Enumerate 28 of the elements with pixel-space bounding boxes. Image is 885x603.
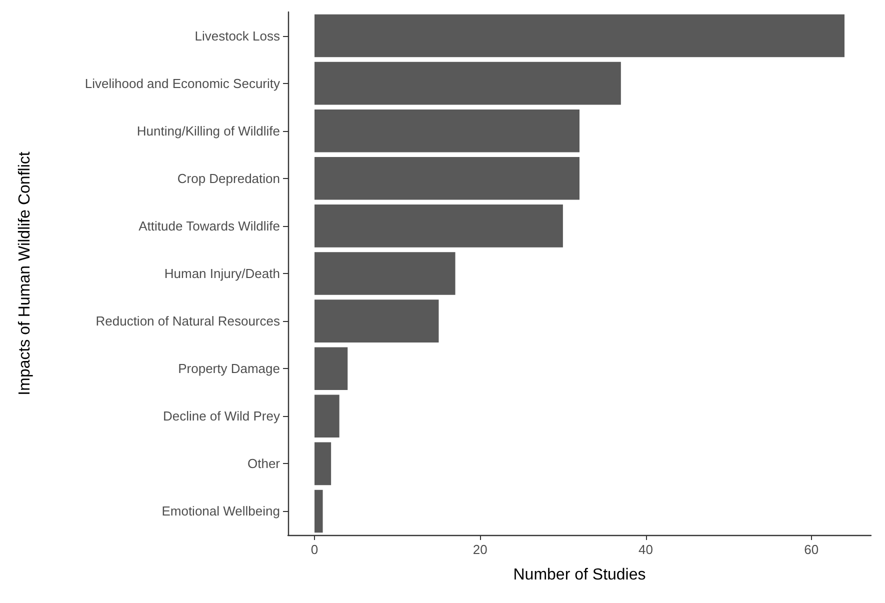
bar [314,14,844,58]
y-tick-label: Livelihood and Economic Security [84,76,280,91]
x-axis-title: Number of Studies [513,566,646,584]
y-tick-label: Livestock Loss [194,28,280,44]
x-tick-label: 0 [310,542,318,557]
bar [314,252,456,295]
y-tick-label: Attitude Towards Wildlife [138,218,280,234]
y-axis-title: Impacts of Human Wildlife Conflict [16,151,34,396]
bar [314,394,340,438]
x-tick-label: 60 [804,542,819,557]
y-tick-label: Property Damage [178,361,280,376]
y-tick-label: Emotional Wellbeing [162,504,280,519]
y-tick-label: Crop Depredation [177,170,280,186]
y-tick-label: Other [247,456,281,472]
bar [314,204,563,248]
bar [314,300,439,342]
bar [314,62,621,105]
y-tick-label: Human Injury/Death [164,266,280,281]
bar [314,347,348,390]
y-tick-label: Reduction of Natural Resources [96,314,280,329]
x-tick-label: 40 [638,542,653,557]
x-tick-label: 20 [472,542,488,557]
bar [314,490,323,533]
bar [314,442,332,486]
bar [314,157,580,200]
y-tick-label: Hunting/Killing of Wildlife [136,123,280,138]
bar [314,109,580,152]
y-tick-label: Decline of Wild Prey [162,408,280,424]
